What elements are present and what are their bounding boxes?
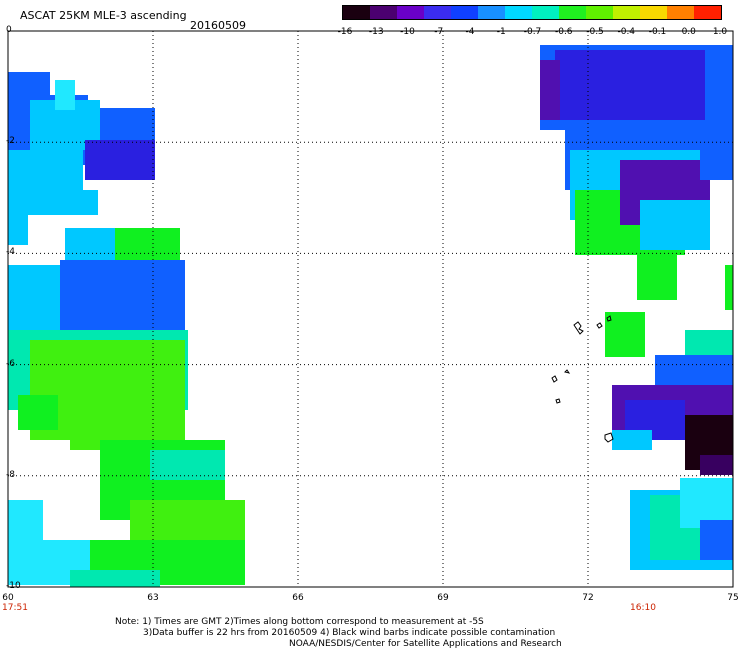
colorbar-tick-label: -0.4	[617, 27, 636, 37]
island-outline	[604, 432, 614, 443]
colorbar-tick-label: -10	[400, 27, 415, 37]
colorbar-segment	[532, 6, 559, 19]
swath-cell	[700, 455, 733, 475]
colorbar-segment	[559, 6, 586, 19]
swath-cell	[55, 80, 75, 110]
x-tick-label: 75	[727, 593, 739, 603]
colorbar	[342, 5, 722, 20]
time-end: 16:10	[630, 603, 656, 613]
colorbar-segment	[478, 6, 505, 19]
swath-cell	[8, 190, 98, 215]
colorbar-tick-label: -7	[434, 27, 444, 37]
swath-cell	[150, 450, 225, 480]
x-tick-label: 60	[2, 593, 14, 603]
note-line-1: Note: 1) Times are GMT 2)Times along bot…	[115, 617, 484, 627]
island-outline	[606, 315, 612, 322]
swath-cell	[680, 478, 733, 528]
colorbar-segment	[613, 6, 640, 19]
island-outline	[596, 322, 603, 329]
colorbar-segment	[424, 6, 451, 19]
swath-cell	[8, 500, 43, 585]
y-tick-label: -6	[6, 358, 15, 369]
swath-cell	[555, 50, 705, 120]
colorbar-segment	[451, 6, 478, 19]
colorbar-tick-label: -16	[337, 27, 353, 37]
island-outline	[573, 321, 584, 335]
time-start: 17:51	[2, 603, 28, 613]
swath-cell	[60, 260, 185, 330]
x-tick-label: 66	[292, 593, 304, 603]
note-line-2: 3)Data buffer is 22 hrs from 20160509 4)…	[143, 628, 556, 638]
map-date: 20160509	[190, 19, 246, 32]
island-outline	[555, 398, 561, 404]
colorbar-segment	[370, 6, 397, 19]
plot-frame	[7, 30, 734, 588]
x-tick-label: 63	[147, 593, 159, 603]
swath-cell	[85, 140, 155, 180]
y-tick-label: -8	[6, 469, 15, 480]
note-line-3: NOAA/NESDIS/Center for Satellite Applica…	[289, 639, 562, 649]
colorbar-segment	[640, 6, 667, 19]
swath-cell	[605, 312, 645, 357]
colorbar-tick-label: -0.7	[523, 27, 542, 37]
colorbar-segment	[343, 6, 370, 19]
colorbar-tick-label: 0.0	[681, 27, 696, 37]
island-outline	[564, 369, 571, 374]
swath-cell	[18, 395, 58, 430]
wind-swaths	[8, 45, 733, 587]
swath-cell	[8, 215, 28, 245]
colorbar-tick-label: -0.6	[554, 27, 573, 37]
swath-cell	[637, 255, 677, 300]
y-tick-label: -10	[6, 581, 21, 591]
swath-cell	[700, 520, 733, 560]
island-outlines	[551, 315, 614, 443]
swath-cell	[640, 200, 710, 250]
x-tick-label: 69	[437, 593, 449, 603]
swath-cell	[725, 265, 733, 310]
swath-cell	[70, 570, 160, 587]
y-tick-label: -4	[6, 247, 15, 258]
colorbar-tick-label: -4	[465, 27, 475, 37]
colorbar-tick-label: -0.1	[648, 27, 667, 37]
x-tick-label: 72	[582, 593, 594, 603]
island-outline	[551, 375, 558, 383]
colorbar-tick-label: -13	[368, 27, 384, 37]
colorbar-segment	[694, 6, 721, 19]
swath-cell	[540, 60, 560, 120]
swath-cell	[700, 120, 733, 180]
colorbar-tick-label: -1	[496, 27, 506, 37]
map-title: ASCAT 25KM MLE-3 ascending	[20, 9, 187, 22]
y-tick-label: 0	[6, 25, 12, 35]
colorbar-segment	[667, 6, 694, 19]
colorbar-tick-label: 1.0	[712, 27, 728, 37]
y-tick-label: -2	[6, 136, 15, 147]
colorbar-segment	[505, 6, 532, 19]
swath-cell	[612, 430, 652, 450]
colorbar-tick-label: -0.5	[586, 27, 604, 37]
grid-lines	[8, 31, 733, 587]
colorbar-segment	[586, 6, 613, 19]
colorbar-segment	[397, 6, 424, 19]
